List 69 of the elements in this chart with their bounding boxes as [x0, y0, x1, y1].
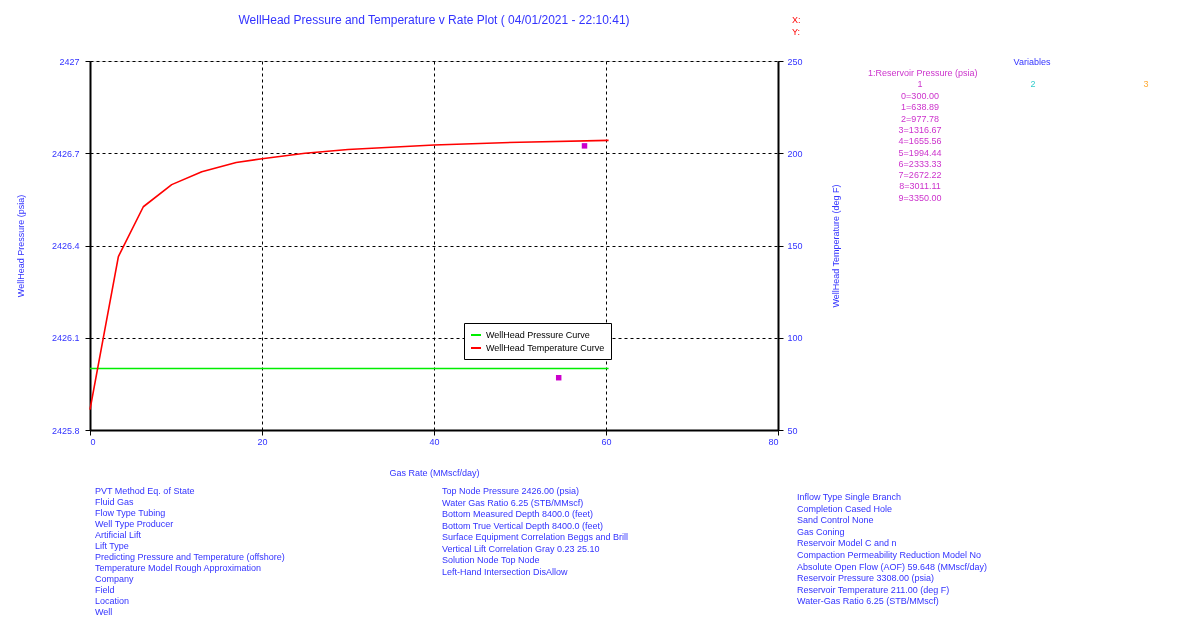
text: Solution Node Top Node	[442, 555, 540, 565]
x-axis-title: Gas Rate (MMscf/day)	[389, 467, 480, 478]
text: Flow Type Tubing	[95, 508, 166, 518]
y2-tick-label: 100	[787, 333, 803, 344]
text: Water Gas Ratio 6.25 (STB/MMscf)	[442, 497, 584, 508]
y-axis-title: WellHead Pressure (psia)	[15, 194, 26, 298]
text: Predicting Pressure and Temperature (offshore)	[95, 552, 285, 562]
text: Compaction Permeability Reduction Model No	[797, 550, 982, 560]
text: Temperature Model Rough Approximation	[95, 563, 262, 573]
text: Fluid Gas	[95, 497, 135, 507]
text: 4=1655.56	[898, 136, 942, 147]
text: Company	[95, 574, 135, 584]
text: Sand Control None	[797, 515, 874, 526]
text: Gas Coning	[797, 526, 845, 537]
text: Left-Hand Intersection DisAllow	[442, 566, 569, 577]
chart-title: WellHead Pressure and Temperature v Rate Plot ( 04/01/2021 - 22:10:41)	[238, 13, 630, 27]
y-tick-label: 2426.7	[51, 148, 80, 159]
legend-label: WellHead Pressure Curve	[486, 330, 590, 340]
text: 3=1316.67	[898, 124, 942, 135]
text: 5=1994.44	[898, 147, 942, 158]
text: 3	[1143, 79, 1149, 89]
text: Field	[95, 585, 115, 595]
text: Reservoir Temperature 211.00 (deg F)	[797, 584, 950, 595]
y-tick-label: 2427	[59, 56, 80, 67]
y2-tick-label: 50	[787, 425, 798, 436]
text: PVT Method Eq. of State	[95, 486, 195, 496]
text: Top Node Pressure 2426.00 (psia)	[442, 486, 580, 496]
text: 9=3350.00	[898, 192, 942, 203]
x-tick-label: 80	[768, 436, 779, 447]
text: Well Type Producer	[95, 519, 174, 529]
text: 2=977.78	[901, 113, 939, 124]
text: 1:Reservoir Pressure (psia)	[868, 68, 978, 78]
text: Reservoir Model C and n	[797, 538, 897, 549]
text: 8=3011.11	[899, 181, 941, 192]
x-tick-label: 40	[429, 436, 440, 447]
text: Bottom Measured Depth 8400.0 (feet)	[442, 509, 594, 519]
text: 1	[917, 79, 923, 89]
y2-tick-label: 150	[787, 241, 803, 251]
text: Lift Type	[95, 541, 129, 551]
text: Bottom True Vertical Depth 8400.0 (feet)	[442, 520, 604, 531]
text: X:	[792, 15, 801, 25]
text: Reservoir Pressure 3308.00 (psia)	[797, 573, 935, 584]
text: Location	[95, 596, 130, 606]
y-tick-label: 2426.4	[51, 241, 80, 251]
text: Y:	[792, 27, 801, 37]
text: Water-Gas Ratio 6.25 (STB/MMscf)	[797, 596, 939, 607]
text: Absolute Open Flow (AOF) 59.648 (MMscf/day)	[797, 561, 988, 572]
text: 0=300.00	[901, 91, 939, 101]
text: 1=638.89	[901, 102, 939, 113]
text: Well	[95, 607, 113, 617]
x-tick-label: 0	[90, 436, 96, 447]
text: 2	[1030, 79, 1036, 89]
y2-axis-title: WellHead Temperature (deg F)	[830, 184, 841, 308]
y-tick-label: 2425.8	[51, 425, 80, 436]
line-series	[89, 139, 610, 411]
x-tick-label: 60	[601, 436, 612, 447]
y2-tick-label: 250	[787, 56, 803, 67]
text: Completion Cased Hole	[797, 503, 893, 514]
text: 7=2672.22	[898, 170, 942, 181]
y-tick-label: 2426.1	[51, 333, 80, 344]
text: Surface Equipment Correlation Beggs and Brill	[442, 532, 629, 542]
text: Artificial Lift	[95, 530, 142, 540]
x-tick-label: 20	[257, 436, 268, 447]
text: Vertical Lift Correlation Gray 0.23 25.10	[442, 543, 600, 554]
text: Variables	[1013, 57, 1051, 67]
legend-label: WellHead Temperature Curve	[486, 343, 605, 353]
y2-tick-label: 200	[787, 148, 803, 159]
text: Inflow Type Single Branch	[797, 492, 901, 502]
text: 6=2333.33	[898, 158, 942, 169]
